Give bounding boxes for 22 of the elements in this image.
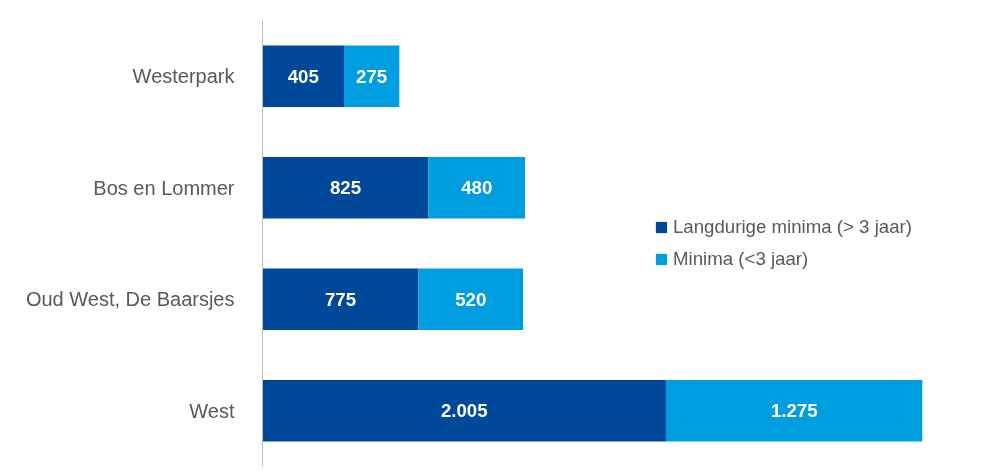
bar: [418, 268, 524, 330]
data-label: 775: [324, 288, 357, 310]
y-tick-label: Oud West, De Baarsjes: [25, 288, 235, 311]
data-label: 480: [461, 177, 493, 199]
data-label: 405: [287, 65, 319, 87]
bar: [428, 157, 526, 219]
bar: [665, 380, 923, 442]
y-tick-label: Bos en Lommer: [93, 176, 235, 199]
y-tick-label: West: [189, 399, 235, 422]
data-label: 275: [356, 65, 388, 87]
legend-label: Minima (<3 jaar): [672, 248, 809, 270]
bar: [262, 268, 419, 330]
legend-label: Langdurige minima (> 3 jaar): [672, 216, 912, 238]
data-label: 520: [455, 288, 487, 310]
bar: [262, 157, 429, 219]
data-label: 1.275: [770, 400, 818, 422]
bar: [343, 45, 400, 107]
y-tick-label: Westerpark: [132, 65, 236, 88]
bar: [262, 45, 344, 107]
data-label: 2.005: [440, 400, 488, 422]
bar: [262, 380, 666, 442]
data-label: 825: [329, 177, 362, 199]
